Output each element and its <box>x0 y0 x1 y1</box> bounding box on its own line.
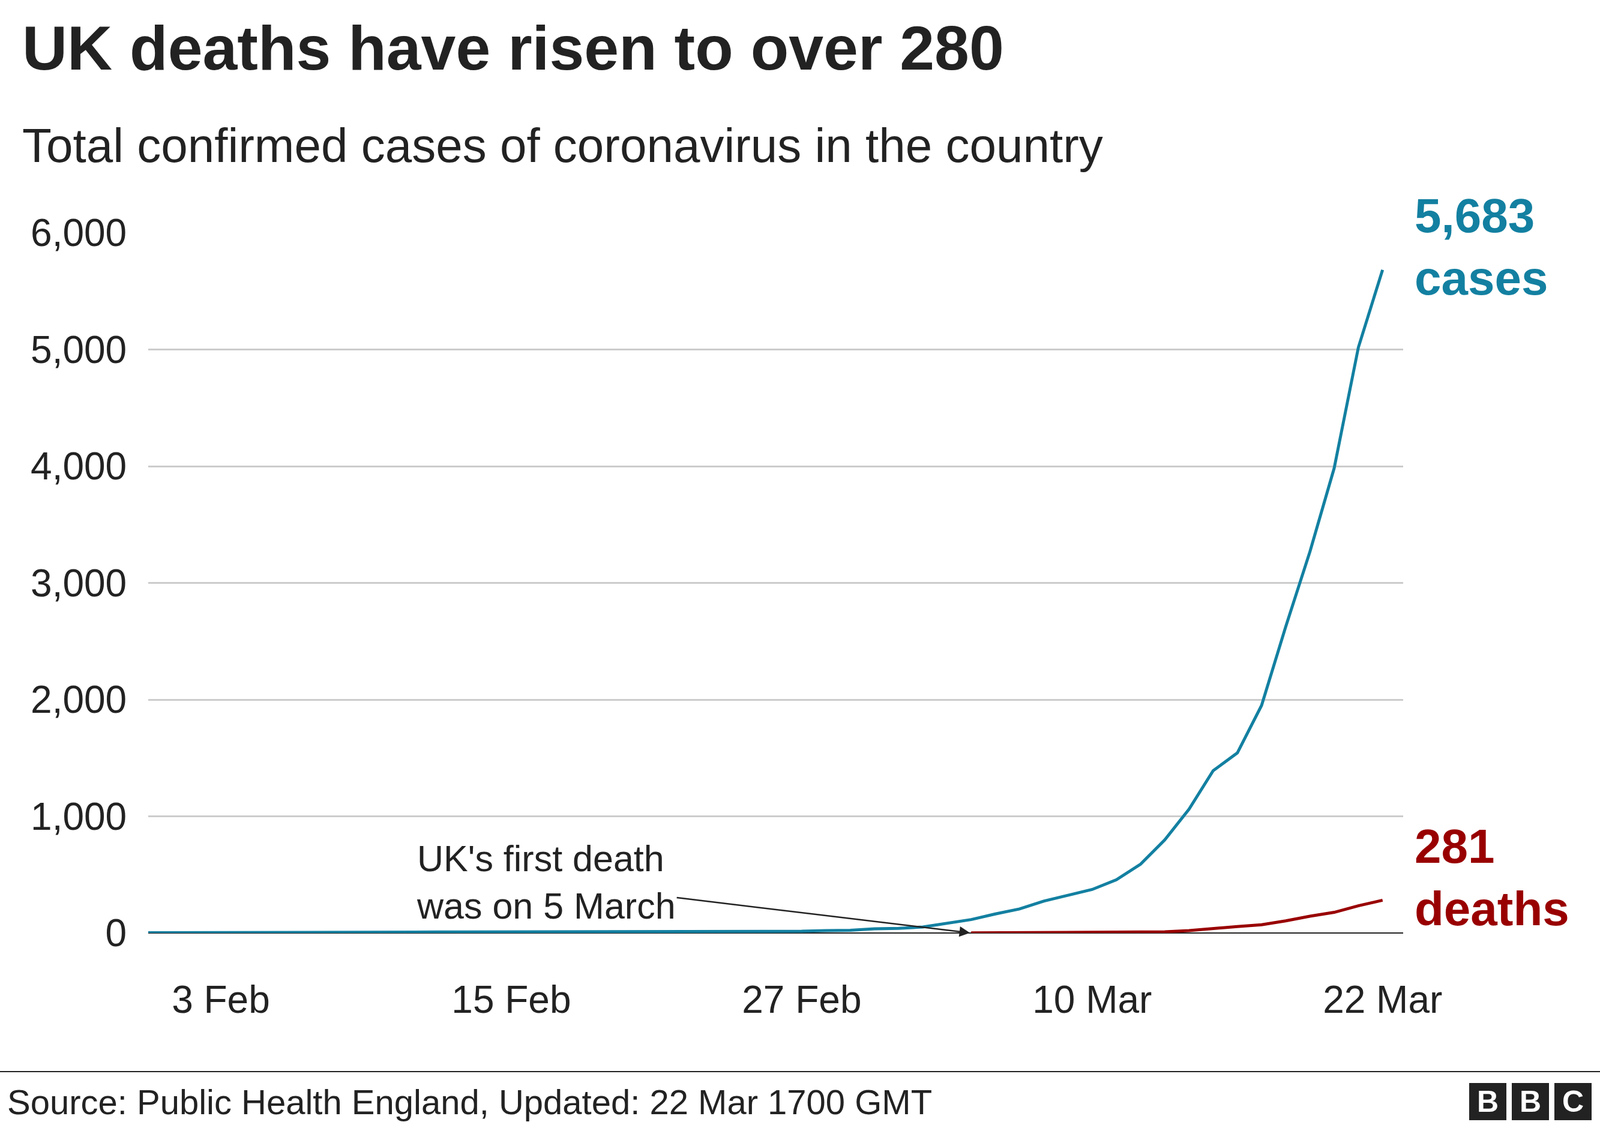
svg-text:3,000: 3,000 <box>30 561 127 605</box>
svg-text:27 Feb: 27 Feb <box>741 978 862 1022</box>
svg-text:3 Feb: 3 Feb <box>171 978 271 1022</box>
html-text:Source: Public Health England,: Source: Public Health England, Updated: … <box>7 1082 933 1122</box>
svg-text:1,000: 1,000 <box>30 795 127 839</box>
svg-text:281deaths: 281deaths <box>1414 819 1570 936</box>
svg-text:6,000: 6,000 <box>30 211 127 255</box>
html-text:UK deaths have risen to over 2: UK deaths have risen to over 280 <box>22 13 1004 83</box>
svg-text:15 Feb: 15 Feb <box>451 978 571 1022</box>
svg-text:0: 0 <box>105 911 128 955</box>
svg-text:10 Mar: 10 Mar <box>1032 978 1152 1022</box>
svg-text:UK's first deathwas on 5 March: UK's first deathwas on 5 March <box>416 838 676 927</box>
html-text:Total confirmed cases of coron: Total confirmed cases of coronavirus in … <box>22 118 1104 173</box>
html-text:C: C <box>1562 1085 1584 1119</box>
html-text:B: B <box>1519 1085 1542 1119</box>
svg-text:5,000: 5,000 <box>30 328 127 372</box>
html-text:B: B <box>1476 1085 1499 1119</box>
svg-text:4,000: 4,000 <box>30 444 127 488</box>
svg-text:2,000: 2,000 <box>30 678 127 722</box>
svg-text:22 Mar: 22 Mar <box>1322 978 1443 1022</box>
svg-text:5,683cases: 5,683cases <box>1414 189 1548 305</box>
